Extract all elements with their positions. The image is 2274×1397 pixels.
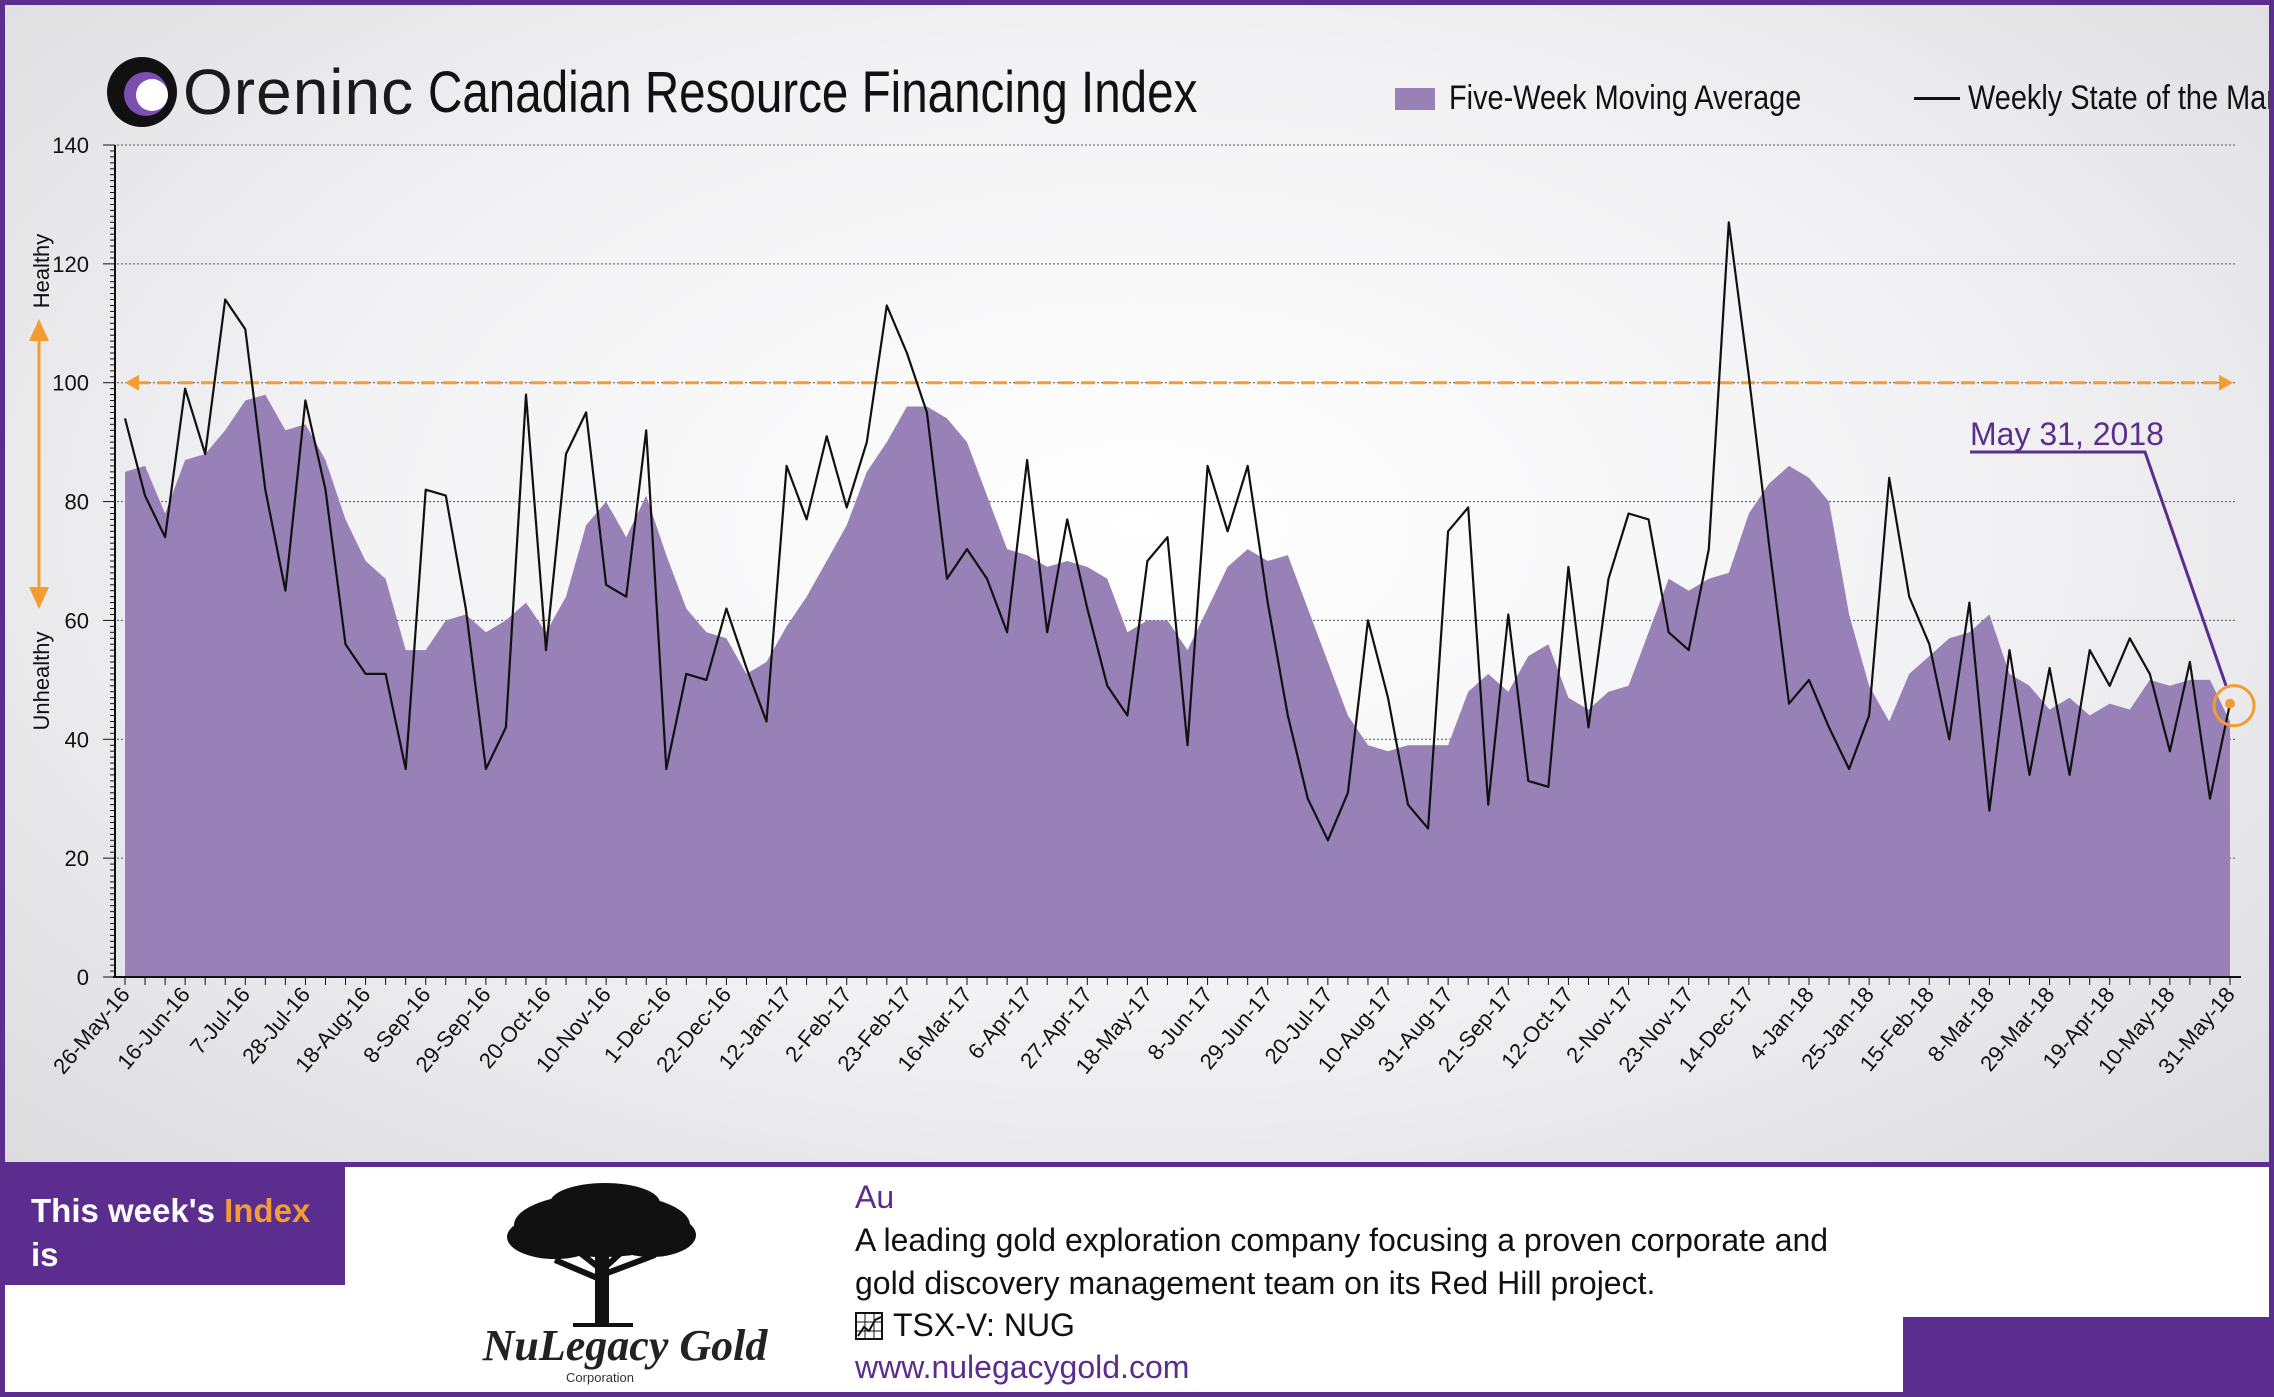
company-name: NuLegacy Gold bbox=[482, 1321, 769, 1370]
company-ticker: TSX-V: NUG bbox=[855, 1307, 1075, 1344]
legend-line-swatch bbox=[1913, 97, 1960, 100]
annotation-point bbox=[2225, 698, 2235, 709]
threshold-arrow-right-icon bbox=[2219, 374, 2233, 391]
ticker-text: TSX-V: NUG bbox=[893, 1307, 1075, 1343]
legend-area-swatch bbox=[1395, 87, 1435, 110]
y-label-unhealthy: Unhealthy bbox=[29, 631, 54, 730]
annotation-label: May 31, 2018 bbox=[1970, 416, 2164, 452]
oreninc-logo-icon bbox=[107, 57, 177, 127]
legend-line-label: Weekly State of the Market bbox=[1967, 79, 2274, 117]
health-arrow-up-icon bbox=[29, 319, 49, 341]
description-line-2: gold discovery management team on its Re… bbox=[855, 1265, 1656, 1301]
description-line-1: A leading gold exploration company focus… bbox=[855, 1222, 1829, 1258]
tree-icon bbox=[507, 1183, 696, 1327]
y-tick-label-140: 140 bbox=[52, 133, 89, 158]
y-tick-label-0: 0 bbox=[77, 965, 89, 990]
chart-area: 0 20 40 60 80 100 120 140 Healthy Unhealthy 26-May… bbox=[5, 5, 2269, 1162]
page-title: Canadian Resource Financing Index bbox=[428, 59, 1198, 125]
y-tick-label-80: 80 bbox=[65, 490, 89, 515]
threshold-arrow-left-icon bbox=[125, 374, 139, 391]
y-tick-label-100: 100 bbox=[52, 371, 89, 396]
y-tick-label-120: 120 bbox=[52, 252, 89, 277]
sponsor-box: This week's Index is brought to you by: bbox=[5, 1167, 345, 1317]
annotation-leader-line bbox=[1970, 450, 2228, 687]
y-tick-label-40: 40 bbox=[65, 727, 89, 752]
header: Oreninc Canadian Resource Financing Inde… bbox=[105, 47, 1366, 137]
footer-accent-bar bbox=[1903, 1317, 2269, 1392]
sponsor-text-pre: This week's bbox=[31, 1192, 215, 1229]
y-tick-label-60: 60 bbox=[65, 608, 89, 633]
sponsor-text-post: is bbox=[31, 1236, 59, 1273]
chart-svg: 020406080100120140HealthyUnhealthy26-May… bbox=[29, 133, 2256, 1079]
sponsor-text-highlight: Index bbox=[224, 1192, 311, 1229]
company-metal: Au bbox=[855, 1179, 895, 1215]
company-url-link[interactable]: www.nulegacygold.com bbox=[855, 1349, 1190, 1385]
annotation-marker bbox=[2212, 684, 2256, 728]
legend-area-label: Five-Week Moving Average bbox=[1449, 79, 1802, 117]
stock-chart-icon bbox=[855, 1311, 883, 1340]
weekly-state-line bbox=[123, 221, 2232, 842]
company-logo[interactable]: NuLegacy Gold Corporation bbox=[455, 1175, 815, 1390]
moving-average-area bbox=[125, 394, 2230, 978]
company-sub: Corporation bbox=[566, 1370, 634, 1385]
y-label-healthy: Healthy bbox=[29, 234, 54, 309]
health-arrow-down-icon bbox=[29, 587, 49, 609]
sponsor-text-line2: brought to you by: bbox=[31, 1280, 323, 1317]
legend: Five-Week Moving Average Weekly State of… bbox=[1395, 79, 2274, 118]
y-tick-label-20: 20 bbox=[65, 846, 89, 871]
footer: This week's Index is brought to you by: … bbox=[5, 1162, 2269, 1392]
brand-name: Oreninc bbox=[183, 56, 415, 128]
company-description: A leading gold exploration company focus… bbox=[855, 1219, 1855, 1305]
